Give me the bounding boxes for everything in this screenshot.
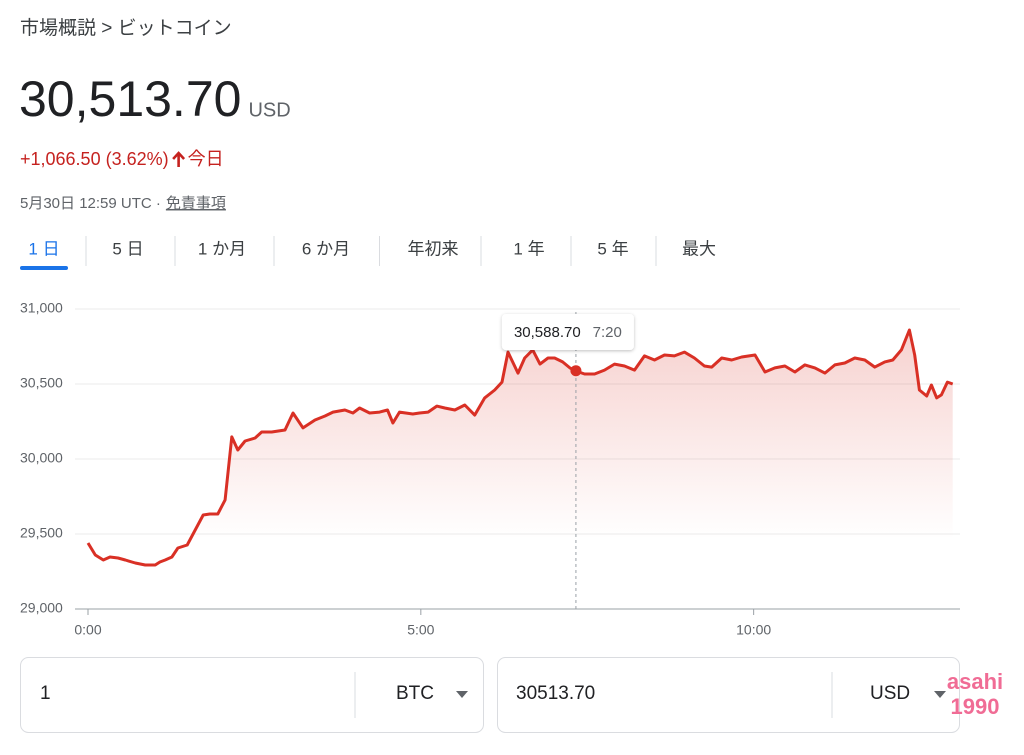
range-tabs: 1 日 5 日 1 か月 6 か月 年初来 1 年 5 年 最大: [20, 236, 716, 270]
breadcrumb[interactable]: 市場概説 > ビットコイン: [20, 17, 232, 39]
y-tick-label: 31,000: [20, 300, 63, 316]
to-box[interactable]: [497, 657, 960, 733]
tooltip-value: 30,588.70: [514, 324, 581, 341]
tab-underline: [20, 266, 68, 270]
hover-point: [570, 365, 582, 377]
chart: 29,000 29,500 30,000 30,500 31,000 0:00 5:00 10…: [20, 300, 960, 638]
range-tab[interactable]: 6 か月: [302, 239, 350, 258]
range-tab[interactable]: 1 年: [513, 239, 544, 258]
dropdown-icon[interactable]: [934, 691, 946, 698]
y-tick-label: 30,500: [20, 375, 63, 391]
price-change: +1,066.50 (3.62%): [20, 149, 169, 169]
up-arrow-icon: [172, 151, 186, 167]
range-tab[interactable]: 年初来: [408, 239, 459, 258]
range-tab[interactable]: 1 日: [28, 239, 59, 258]
x-tick-label: 10:00: [736, 622, 771, 638]
currency: USD: [248, 99, 290, 121]
from-box[interactable]: [20, 657, 484, 733]
dropdown-icon[interactable]: [456, 691, 468, 698]
price-line: [86, 328, 954, 567]
area-fill: [88, 330, 953, 609]
to-amount[interactable]: 30513.70: [516, 683, 595, 704]
range-tab[interactable]: 5 日: [112, 239, 143, 258]
watermark: asahi: [947, 669, 1003, 694]
price: 30,513.70: [19, 71, 241, 127]
range-tab[interactable]: 1 か月: [198, 239, 246, 258]
from-currency[interactable]: BTC: [396, 683, 434, 704]
x-tick-label: 0:00: [74, 622, 101, 638]
y-tick-label: 29,500: [20, 525, 63, 541]
from-amount[interactable]: 1: [40, 683, 51, 704]
tooltip-time: 7:20: [593, 324, 622, 341]
y-tick-label: 29,000: [20, 600, 63, 616]
disclaimer-link[interactable]: 免責事項: [166, 195, 226, 212]
x-tick-label: 5:00: [407, 622, 434, 638]
period: 今日: [188, 149, 224, 169]
timestamp: 5月30日 12:59 UTC ·: [20, 195, 161, 212]
tooltip-box: [501, 314, 634, 350]
watermark: 1990: [951, 694, 1000, 719]
to-currency[interactable]: USD: [870, 683, 910, 704]
range-tab[interactable]: 5 年: [597, 239, 628, 258]
range-tab[interactable]: 最大: [682, 239, 716, 258]
y-tick-label: 30,000: [20, 450, 63, 466]
converter: 1 BTC 30513.70 USD: [20, 657, 960, 733]
